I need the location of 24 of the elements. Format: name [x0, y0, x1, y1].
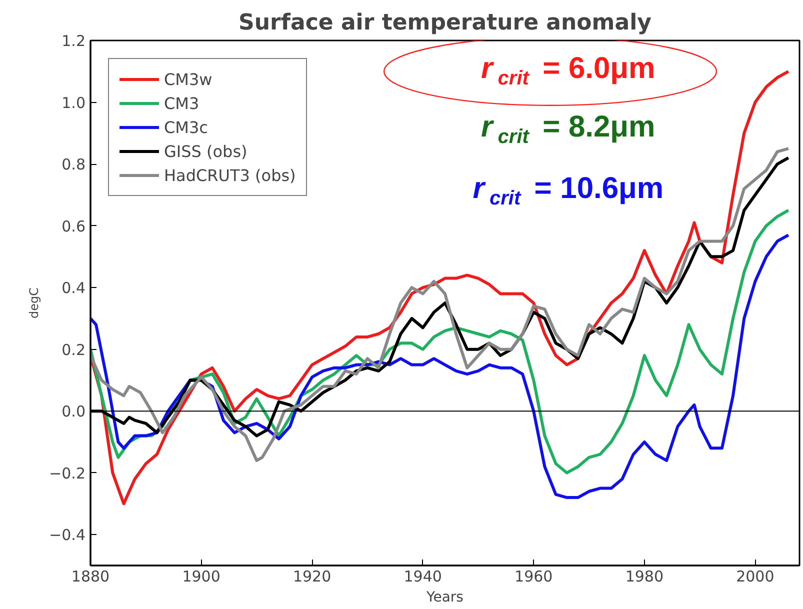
legend-label: HadCRUT3 (obs): [164, 166, 296, 184]
x-tick-label: 1960: [514, 568, 553, 586]
x-tick-label: 2000: [736, 568, 774, 586]
y-tick-label: 0.6: [62, 217, 86, 236]
y-tick-label: 0.4: [62, 279, 86, 298]
chart-title: Surface air temperature anomaly: [238, 10, 652, 36]
x-tick-label: 1980: [625, 568, 664, 586]
legend-label: CM3w: [164, 70, 212, 88]
y-tick-label: 0.8: [62, 156, 86, 174]
y-tick-label: 0.0: [62, 402, 86, 421]
x-tick-label: 1940: [404, 568, 442, 586]
y-tick-label: 1.0: [62, 94, 86, 112]
y-tick-label: −0.2: [49, 464, 86, 482]
y-tick-label: 1.2: [62, 32, 86, 50]
legend-label: CM3: [164, 94, 200, 112]
x-tick-label: 1900: [182, 568, 220, 586]
y-tick-label: 0.2: [62, 340, 86, 359]
x-tick-label: 1920: [292, 568, 332, 586]
y-axis-title: degC: [27, 288, 42, 318]
legend-label: CM3c: [164, 118, 208, 136]
x-axis-title: Years: [426, 590, 464, 606]
legend-label: GISS (obs): [164, 142, 248, 160]
y-tick-label: −0.4: [49, 526, 86, 544]
x-tick-label: 1880: [71, 568, 110, 586]
